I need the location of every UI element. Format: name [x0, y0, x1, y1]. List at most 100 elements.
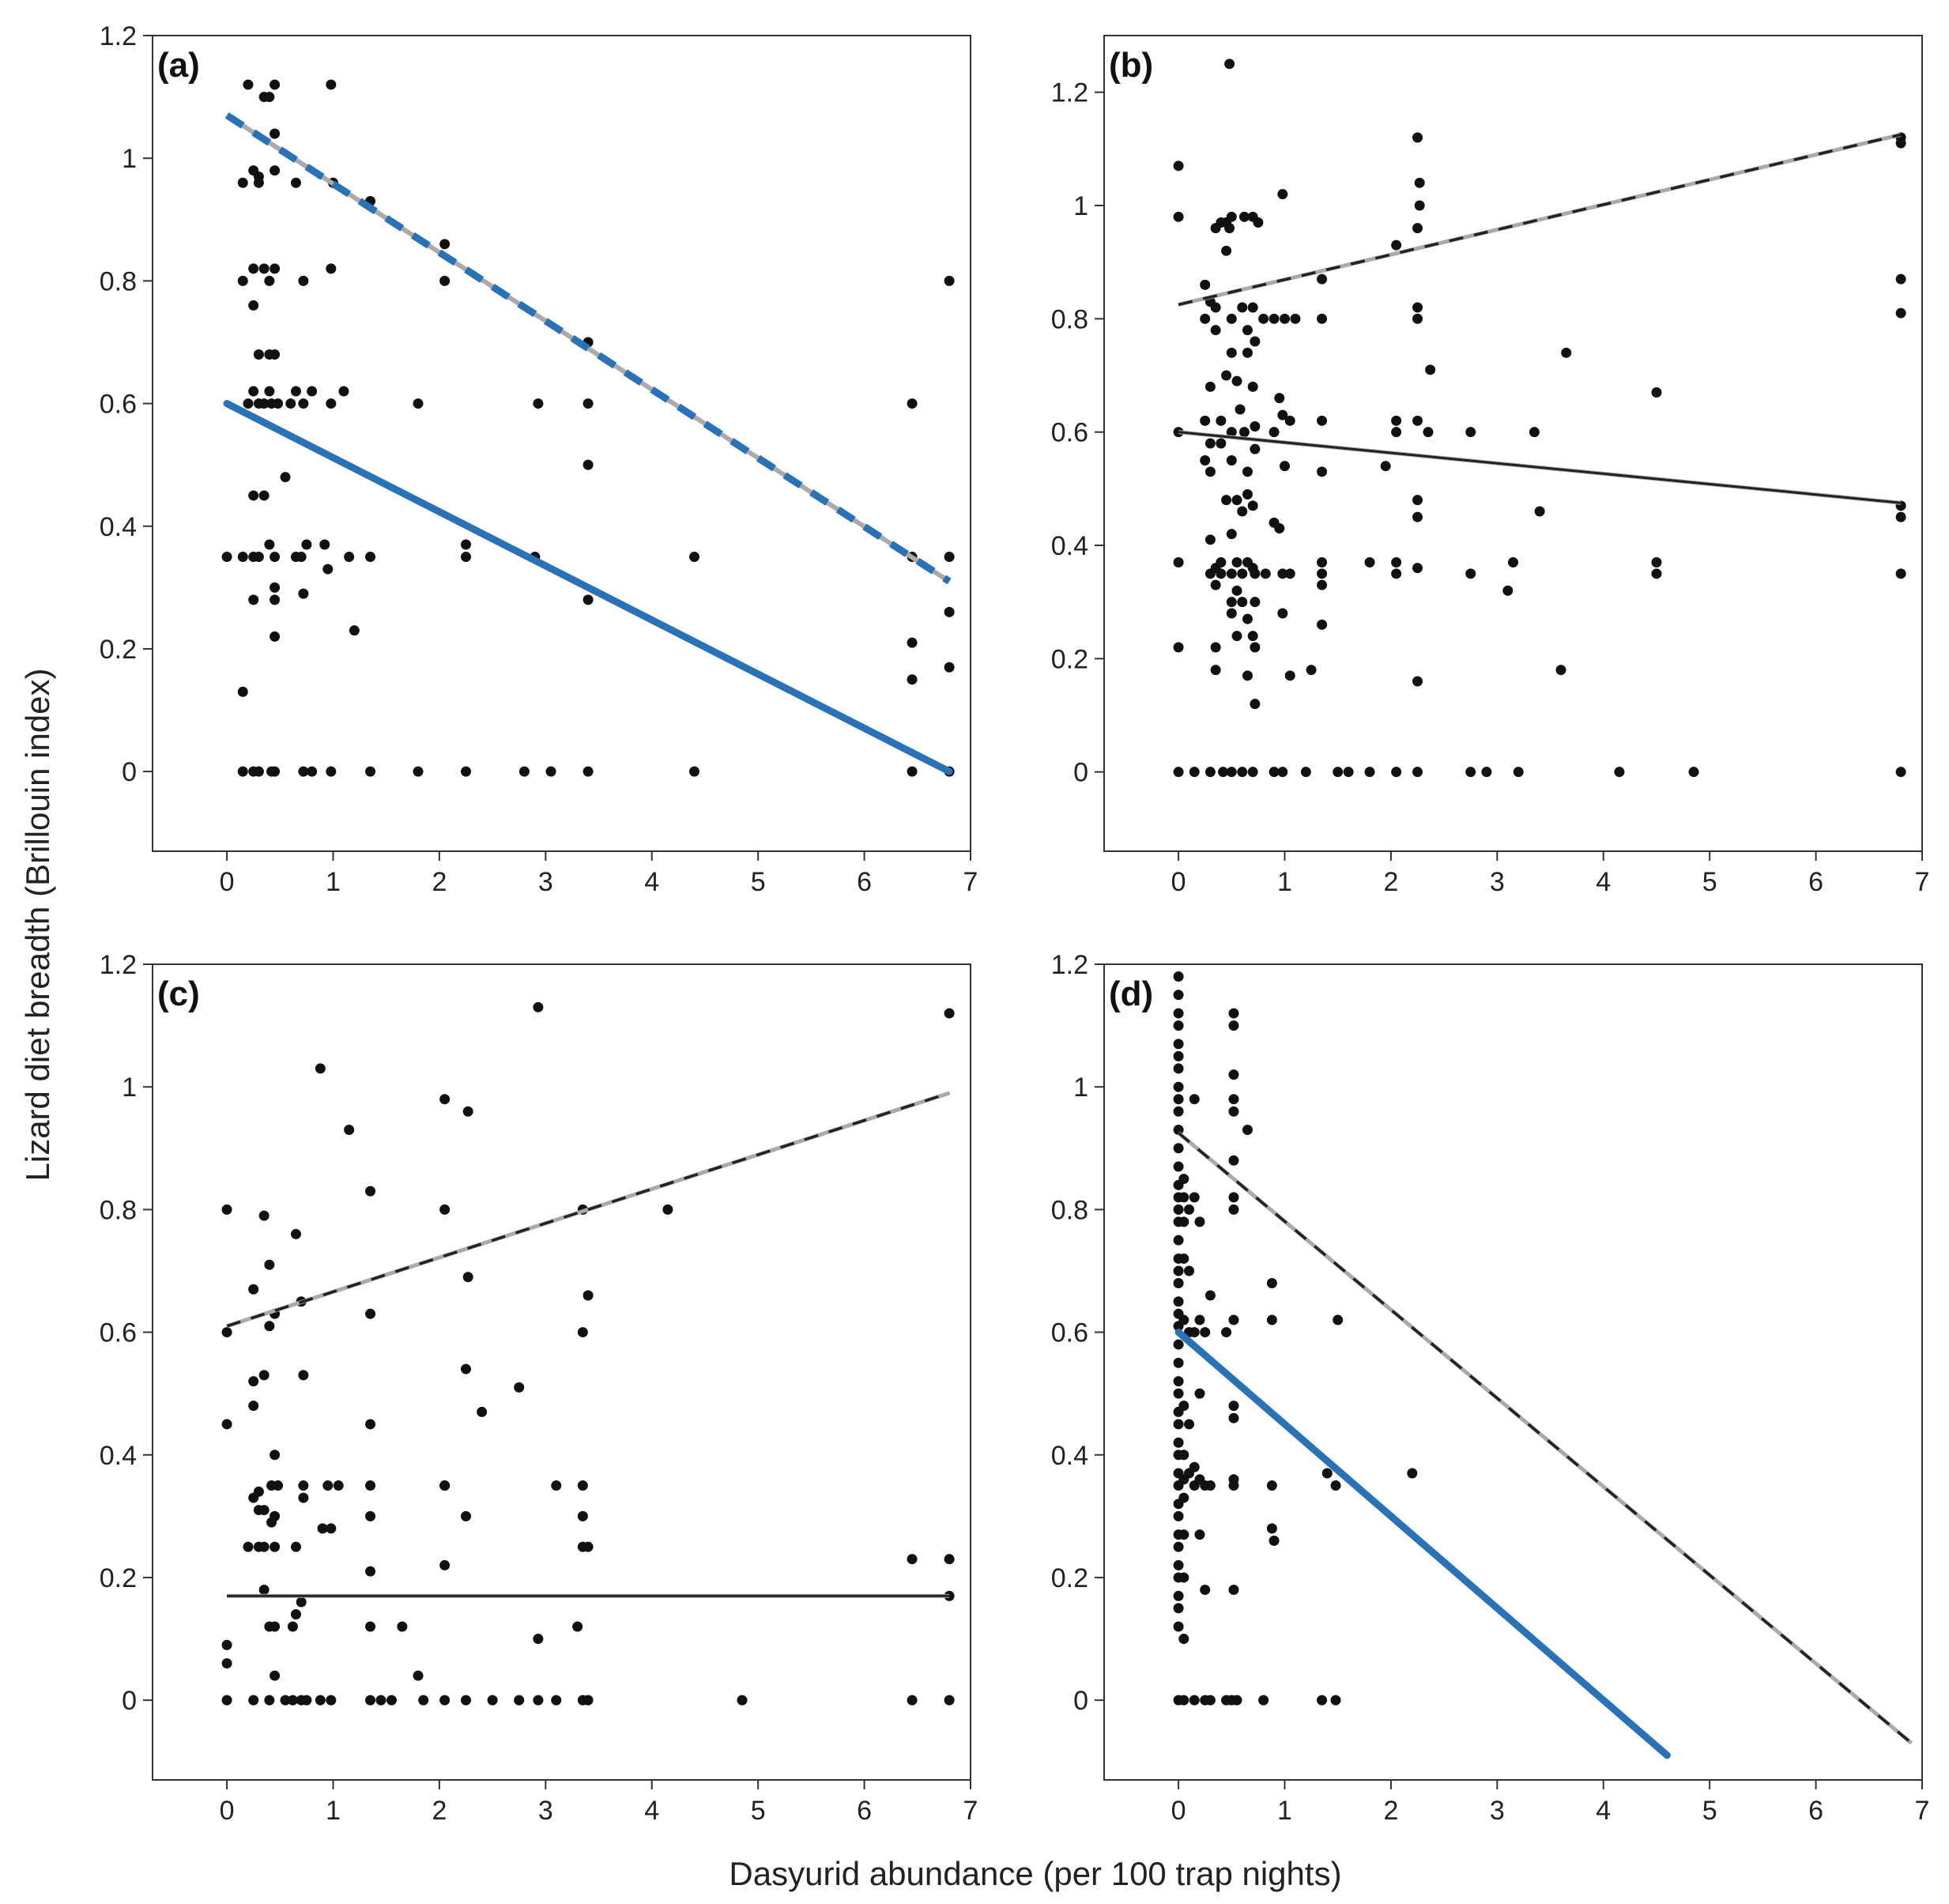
plot-frame: [1103, 963, 1923, 1781]
data-point: [1364, 767, 1375, 778]
data-point: [270, 1510, 281, 1521]
data-point: [221, 1419, 232, 1430]
data-point: [907, 398, 918, 409]
data-point: [1194, 1314, 1205, 1325]
data-point: [1173, 1357, 1184, 1368]
data-point: [514, 1695, 525, 1706]
data-point: [545, 766, 556, 777]
data-point: [326, 766, 337, 777]
data-point: [1317, 415, 1328, 426]
panel-label: (d): [1109, 975, 1153, 1013]
data-point: [1237, 506, 1248, 517]
data-point: [1173, 1388, 1184, 1399]
panel-b: 0 1 2 3 4 5 6 7 0 0.2 0.4 0.6 0.8 1 1.2 (b): [1051, 35, 1930, 897]
data-point: [270, 594, 281, 605]
x-tick-label: 7: [963, 1796, 978, 1826]
data-point: [1651, 387, 1662, 398]
data-point: [1407, 1468, 1418, 1479]
data-point: [1412, 495, 1423, 506]
data-point: [944, 606, 955, 617]
data-point: [1173, 1050, 1184, 1061]
data-point: [1231, 585, 1242, 596]
data-point: [1317, 466, 1328, 477]
data-point: [1173, 1339, 1184, 1350]
data-point: [907, 766, 918, 777]
data-point: [397, 1621, 408, 1632]
regression-line-dashed: [1178, 133, 1902, 307]
data-point: [298, 1480, 309, 1491]
data-point: [461, 552, 472, 563]
data-point: [1173, 1437, 1184, 1448]
x-tick-label: 5: [1702, 1796, 1717, 1826]
data-point: [1204, 767, 1216, 778]
x-tick-label: 7: [1915, 867, 1930, 897]
data-point: [1204, 534, 1216, 545]
data-point: [237, 177, 248, 188]
x-tick-label: 4: [1596, 1796, 1611, 1826]
y-tick-label: 0.4: [1051, 531, 1088, 561]
x-tick-label: 7: [963, 867, 978, 897]
data-point: [1250, 443, 1261, 454]
data-point: [577, 1510, 588, 1521]
data-point: [1317, 273, 1328, 285]
data-point: [243, 1541, 254, 1552]
data-point: [237, 275, 248, 286]
data-point: [1178, 1695, 1189, 1706]
data-point: [689, 552, 700, 563]
data-point: [1218, 767, 1229, 778]
data-point: [1280, 461, 1291, 472]
data-point: [1412, 767, 1423, 778]
data-point: [270, 552, 281, 563]
data-point: [1173, 1125, 1184, 1136]
data-point: [907, 1695, 918, 1706]
data-point: [1481, 767, 1492, 778]
data-point: [1224, 58, 1235, 70]
data-point: [1465, 427, 1476, 438]
data-point: [1412, 676, 1423, 687]
data-point: [1210, 302, 1221, 313]
data-point: [264, 92, 275, 103]
data-point: [944, 275, 955, 286]
data-point: [1238, 211, 1250, 222]
y-tick-label: 0: [1073, 1686, 1088, 1716]
data-point: [1391, 415, 1402, 426]
data-point: [264, 275, 275, 286]
data-point: [551, 1695, 562, 1706]
data-point: [1231, 375, 1242, 386]
data-point: [365, 552, 376, 563]
data-point: [243, 398, 254, 409]
data-point: [1204, 568, 1216, 579]
x-tick-label: 3: [1490, 1796, 1505, 1826]
data-point: [1194, 1529, 1205, 1540]
data-point: [298, 1492, 309, 1503]
data-point: [307, 766, 318, 777]
data-point: [280, 472, 291, 483]
data-point: [1226, 597, 1237, 608]
data-point: [270, 79, 281, 90]
data-point: [221, 1204, 232, 1215]
data-point: [326, 263, 337, 274]
data-point: [1173, 1039, 1184, 1050]
data-point: [253, 1486, 264, 1497]
data-point: [1242, 325, 1253, 336]
data-point: [258, 1210, 270, 1221]
data-point: [1561, 347, 1572, 358]
y-tick-label: 0.6: [1051, 1318, 1088, 1348]
x-tick-label: 4: [644, 867, 659, 897]
data-point: [258, 1505, 270, 1516]
data-point: [317, 1523, 328, 1534]
data-point: [1173, 1590, 1184, 1601]
data-point: [258, 1370, 270, 1381]
data-point: [1228, 1584, 1239, 1595]
data-point: [237, 686, 248, 697]
data-point: [1317, 579, 1328, 590]
data-point: [253, 177, 264, 188]
data-point: [439, 1695, 450, 1706]
data-point: [1189, 1192, 1200, 1203]
data-point: [270, 165, 281, 176]
data-point: [221, 1327, 232, 1338]
data-point: [1412, 511, 1423, 522]
data-point: [258, 490, 270, 501]
data-point: [1200, 313, 1211, 324]
data-point: [461, 1695, 472, 1706]
